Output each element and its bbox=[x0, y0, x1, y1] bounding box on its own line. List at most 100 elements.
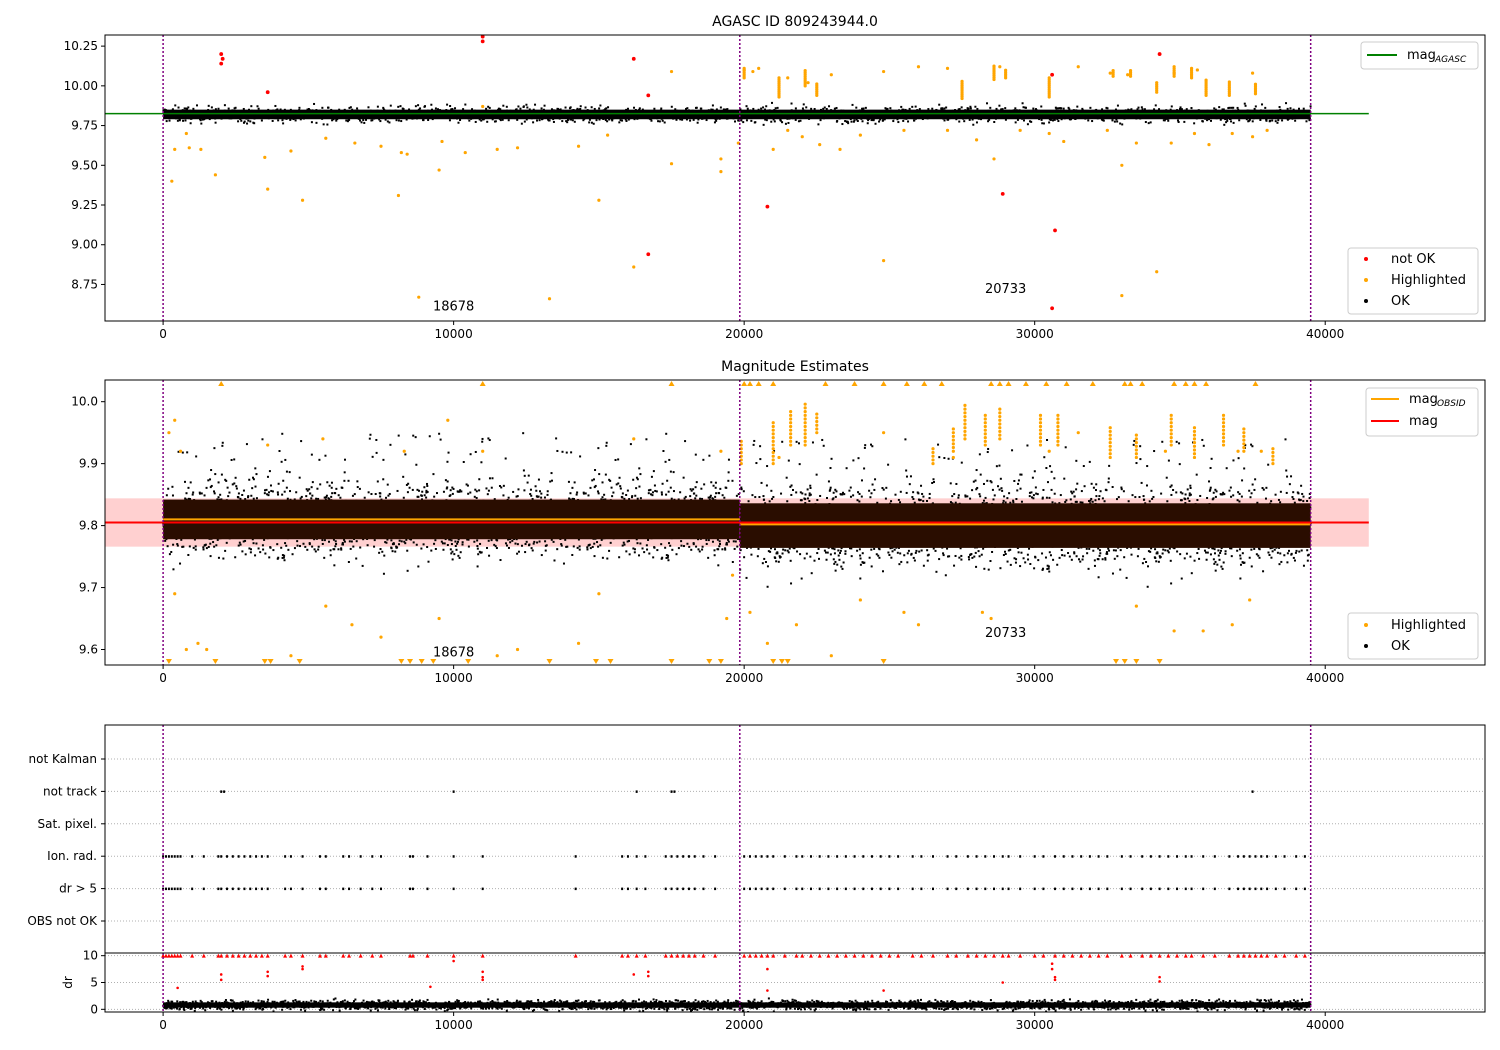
ok-point bbox=[242, 107, 245, 110]
highlighted-point bbox=[1120, 163, 1124, 167]
ok-point bbox=[836, 119, 839, 122]
ok-point bbox=[414, 105, 417, 108]
ok-point bbox=[451, 486, 454, 489]
ok-point bbox=[282, 122, 285, 125]
ok-point bbox=[323, 539, 326, 542]
highlighted-point bbox=[1155, 270, 1159, 274]
ok-point bbox=[182, 545, 185, 548]
ok-point bbox=[187, 486, 190, 489]
ok-point bbox=[522, 469, 525, 472]
highlighted-point bbox=[998, 65, 1002, 69]
ok-point bbox=[1254, 105, 1257, 108]
ok-point bbox=[405, 538, 408, 541]
ok-point bbox=[525, 103, 528, 106]
ok-point bbox=[165, 120, 168, 123]
ok-point bbox=[968, 118, 971, 121]
ok-point bbox=[618, 556, 621, 559]
ok-point bbox=[707, 556, 710, 559]
ok-point bbox=[817, 123, 820, 126]
ok-point bbox=[1141, 108, 1144, 111]
ok-point bbox=[1163, 119, 1166, 122]
highlighted-point bbox=[1250, 135, 1255, 139]
highlighted-point bbox=[440, 139, 444, 144]
ok-point bbox=[649, 488, 652, 491]
not-ok-point bbox=[631, 56, 636, 61]
ok-point bbox=[473, 495, 476, 498]
ok-point bbox=[874, 122, 877, 125]
ok-point bbox=[718, 540, 721, 543]
ok-point bbox=[277, 556, 280, 559]
ok-point bbox=[568, 497, 571, 500]
ok-point bbox=[1179, 108, 1182, 111]
ok-point bbox=[214, 473, 217, 476]
highlighted-point bbox=[1105, 128, 1109, 132]
ok-point bbox=[184, 119, 187, 122]
ok-point bbox=[460, 490, 463, 493]
ok-point bbox=[625, 119, 628, 122]
ok-point bbox=[314, 550, 317, 553]
ok-point bbox=[293, 547, 296, 550]
ok-point bbox=[1130, 108, 1133, 111]
ok-point bbox=[480, 119, 483, 122]
ok-point bbox=[1209, 119, 1212, 122]
highlighted-point bbox=[417, 295, 421, 299]
ok-point bbox=[313, 102, 316, 105]
ok-point bbox=[277, 482, 280, 485]
y-tick-label: 9.50 bbox=[71, 158, 98, 172]
ok-point bbox=[335, 487, 338, 490]
ok-point bbox=[304, 545, 307, 548]
ok-point bbox=[382, 572, 385, 575]
ok-point bbox=[516, 118, 519, 121]
ok-point bbox=[665, 556, 668, 559]
ok-point bbox=[279, 108, 282, 111]
ok-point bbox=[647, 492, 650, 495]
ok-point bbox=[187, 497, 190, 500]
ok-point bbox=[265, 488, 268, 491]
ok-point bbox=[711, 540, 714, 543]
ok-point bbox=[255, 497, 258, 500]
ok-point bbox=[612, 491, 615, 494]
ok-point bbox=[587, 494, 590, 497]
ok-point bbox=[668, 458, 671, 461]
ok-point bbox=[867, 119, 870, 122]
ok-point bbox=[545, 544, 548, 547]
ok-point bbox=[546, 490, 549, 493]
ok-point bbox=[436, 108, 439, 111]
ok-point bbox=[168, 119, 171, 122]
ok-point bbox=[319, 483, 322, 486]
ok-point bbox=[533, 540, 536, 543]
ok-point bbox=[742, 121, 745, 124]
highlighted-point bbox=[902, 128, 906, 132]
ok-point bbox=[399, 105, 402, 108]
ok-point bbox=[590, 106, 593, 109]
ok-point bbox=[260, 119, 263, 122]
ok-point bbox=[636, 542, 639, 545]
ok-point bbox=[534, 103, 537, 106]
ok-point bbox=[163, 108, 166, 111]
ok-point bbox=[524, 543, 527, 546]
ok-point bbox=[650, 119, 653, 122]
ok-point bbox=[1137, 106, 1140, 109]
ok-point bbox=[474, 488, 477, 491]
ok-point bbox=[516, 552, 519, 555]
ok-point bbox=[531, 549, 534, 552]
ok-point bbox=[846, 120, 849, 123]
ok-point bbox=[688, 545, 691, 548]
ok-point bbox=[226, 486, 229, 489]
not-ok-point bbox=[219, 61, 224, 66]
highlighted-point bbox=[786, 128, 790, 132]
ok-point bbox=[531, 498, 534, 501]
ok-point bbox=[447, 451, 450, 454]
highlighted-point bbox=[1047, 131, 1051, 136]
ok-point bbox=[221, 444, 224, 447]
ok-point bbox=[333, 564, 336, 567]
ok-point bbox=[627, 118, 630, 121]
ok-point bbox=[486, 120, 489, 123]
ok-point bbox=[466, 538, 469, 541]
ok-point bbox=[802, 103, 805, 106]
ok-point bbox=[764, 118, 767, 121]
ok-point bbox=[412, 541, 415, 544]
ok-point bbox=[293, 498, 296, 501]
ok-point bbox=[770, 120, 773, 123]
ok-point bbox=[451, 492, 454, 495]
